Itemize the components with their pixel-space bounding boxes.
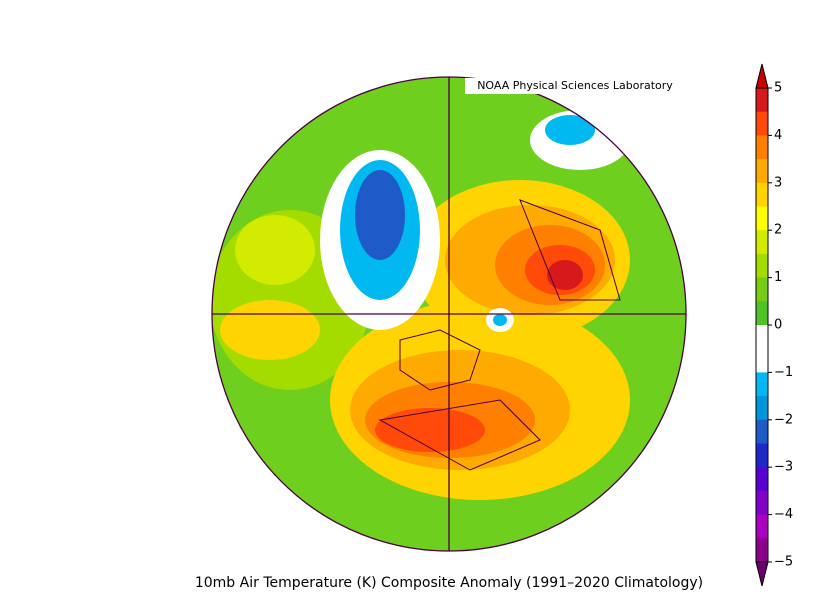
- color-segment: [756, 372, 768, 397]
- color-segment: [756, 419, 768, 444]
- extend-top: [755, 63, 769, 89]
- extend-bottom: [755, 561, 769, 587]
- credit: NOAA Physical Sciences Laboratory: [477, 79, 673, 92]
- color-segment: [756, 253, 768, 279]
- colorbar-tick-label: 5: [774, 81, 782, 96]
- color-segment: [756, 490, 768, 516]
- colorbar-tick-label: 4: [774, 128, 782, 143]
- colorbar-tick-label: 1: [774, 270, 782, 285]
- color-segment: [756, 301, 768, 326]
- color-segment: [756, 135, 768, 160]
- color-segment: [756, 443, 768, 468]
- color-segment: [756, 206, 768, 231]
- color-segment: [756, 159, 768, 184]
- map-frame: [211, 76, 687, 552]
- credit-box: [465, 78, 687, 94]
- color-segment: [756, 111, 768, 136]
- anomaly-field: [212, 77, 686, 551]
- caption: 10mb Air Temperature (K) Composite Anoma…: [195, 575, 703, 591]
- color-segment: [756, 182, 768, 207]
- color-segment: [756, 396, 768, 421]
- colorbar-tick-label: −1: [774, 365, 793, 380]
- colorbar-tick-label: −2: [774, 412, 793, 427]
- color-segment: [756, 230, 768, 255]
- color-segment: [756, 514, 768, 539]
- color-segment: [756, 538, 768, 563]
- color-segment: [756, 277, 768, 302]
- color-segment: [756, 88, 768, 113]
- colorbar-tick-label: −4: [774, 507, 793, 522]
- colorbar-tick-label: −5: [774, 555, 793, 570]
- colorbar-tick-label: 2: [774, 223, 782, 238]
- color-segment: [756, 467, 768, 492]
- colorbar-tick-label: 0: [774, 318, 782, 333]
- colorbar: 5 4 3 2 1 0 −1 −2 −3 −4 −5: [755, 63, 793, 587]
- colorbar-tick-label: 3: [774, 175, 782, 190]
- color-segment: [756, 348, 768, 373]
- color-segment: [756, 325, 768, 350]
- colorbar-tick-label: −3: [774, 460, 793, 475]
